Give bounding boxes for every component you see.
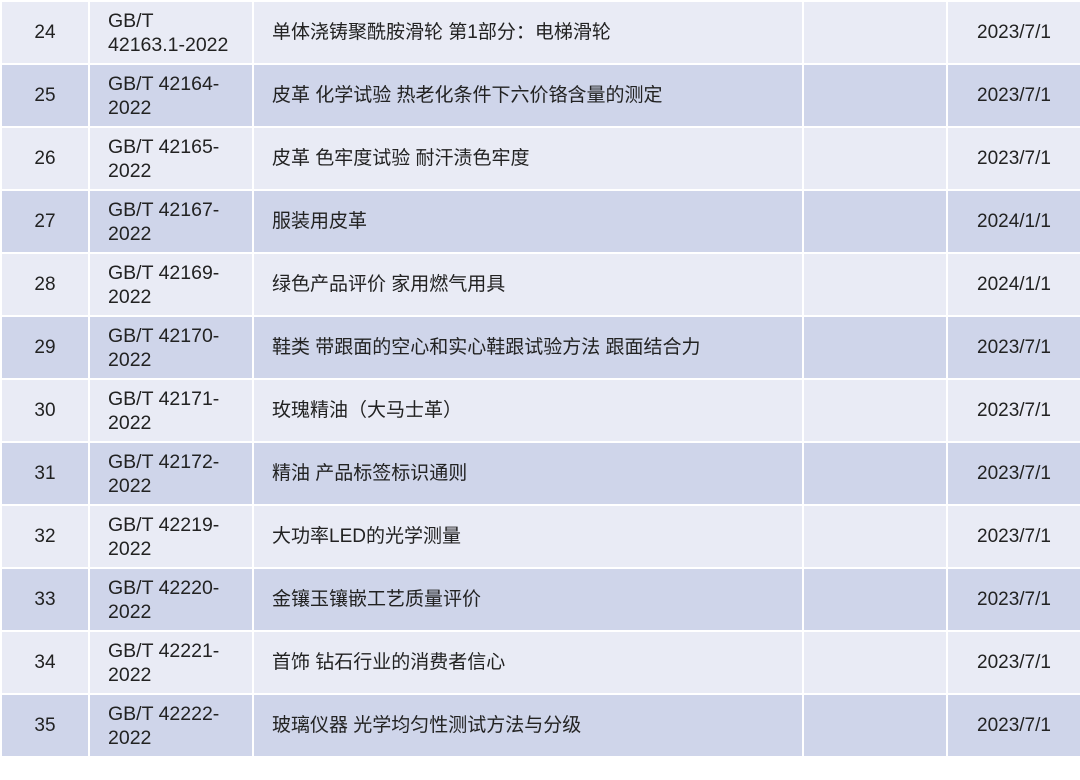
code-line-2: 2022 (108, 726, 152, 749)
code-line-1: GB/T 42221- (108, 639, 220, 662)
empty-cell (802, 630, 948, 695)
empty-cell (802, 315, 948, 380)
row-number: 34 (0, 630, 90, 695)
standard-code: GB/T 42164- 2022 (88, 63, 254, 128)
code-line-2: 2022 (108, 159, 152, 182)
row-number: 25 (0, 63, 90, 128)
effective-date: 2023/7/1 (946, 693, 1080, 758)
code-line-2: 2022 (108, 285, 152, 308)
code-line-1: GB/T (108, 9, 154, 32)
standard-code: GB/T 42219- 2022 (88, 504, 254, 569)
standard-code: GB/T 42172- 2022 (88, 441, 254, 506)
effective-date: 2023/7/1 (946, 0, 1080, 65)
standard-name: 皮革 色牢度试验 耐汗渍色牢度 (252, 126, 804, 191)
row-number: 32 (0, 504, 90, 569)
empty-cell (802, 63, 948, 128)
standard-name: 皮革 化学试验 热老化条件下六价铬含量的测定 (252, 63, 804, 128)
table-row: 27 GB/T 42167- 2022 服装用皮革 2024/1/1 (0, 189, 1080, 254)
standard-name: 精油 产品标签标识通则 (252, 441, 804, 506)
empty-cell (802, 693, 948, 758)
standard-name: 单体浇铸聚酰胺滑轮 第1部分：电梯滑轮 (252, 0, 804, 65)
standard-code: GB/T 42171- 2022 (88, 378, 254, 443)
code-line-1: GB/T 42169- (108, 261, 220, 284)
row-number: 26 (0, 126, 90, 191)
standard-code: GB/T 42221- 2022 (88, 630, 254, 695)
effective-date: 2024/1/1 (946, 189, 1080, 254)
table-row: 28 GB/T 42169- 2022 绿色产品评价 家用燃气用具 2024/1/1 (0, 252, 1080, 317)
table-row: 33 GB/T 42220- 2022 金镶玉镶嵌工艺质量评价 2023/7/1 (0, 567, 1080, 632)
code-line-1: GB/T 42165- (108, 135, 220, 158)
table-row: 29 GB/T 42170- 2022 鞋类 带跟面的空心和实心鞋跟试验方法 跟面结合… (0, 315, 1080, 380)
code-line-2: 2022 (108, 600, 152, 623)
code-line-2: 2022 (108, 96, 152, 119)
code-line-1: GB/T 42222- (108, 702, 220, 725)
table-row: 34 GB/T 42221- 2022 首饰 钻石行业的消费者信心 2023/7/1 (0, 630, 1080, 695)
table-body: 24 GB/T 42163.1-2022 单体浇铸聚酰胺滑轮 第1部分：电梯滑轮 202… (0, 0, 1080, 758)
table-row: 26 GB/T 42165- 2022 皮革 色牢度试验 耐汗渍色牢度 2023/7/1 (0, 126, 1080, 191)
empty-cell (802, 126, 948, 191)
row-number: 31 (0, 441, 90, 506)
row-number: 24 (0, 0, 90, 65)
effective-date: 2023/7/1 (946, 441, 1080, 506)
effective-date: 2023/7/1 (946, 378, 1080, 443)
code-line-1: GB/T 42164- (108, 72, 220, 95)
empty-cell (802, 441, 948, 506)
effective-date: 2023/7/1 (946, 567, 1080, 632)
code-line-1: GB/T 42171- (108, 387, 220, 410)
code-line-1: GB/T 42170- (108, 324, 220, 347)
code-line-1: GB/T 42220- (108, 576, 220, 599)
empty-cell (802, 504, 948, 569)
code-line-2: 2022 (108, 474, 152, 497)
code-line-2: 2022 (108, 537, 152, 560)
row-number: 28 (0, 252, 90, 317)
empty-cell (802, 0, 948, 65)
empty-cell (802, 189, 948, 254)
table-row: 24 GB/T 42163.1-2022 单体浇铸聚酰胺滑轮 第1部分：电梯滑轮 202… (0, 0, 1080, 65)
effective-date: 2023/7/1 (946, 504, 1080, 569)
code-line-1: GB/T 42172- (108, 450, 220, 473)
standard-code: GB/T 42170- 2022 (88, 315, 254, 380)
standards-table: 24 GB/T 42163.1-2022 单体浇铸聚酰胺滑轮 第1部分：电梯滑轮 202… (0, 0, 1080, 758)
standard-name: 大功率LED的光学测量 (252, 504, 804, 569)
effective-date: 2023/7/1 (946, 126, 1080, 191)
table-row: 30 GB/T 42171- 2022 玫瑰精油（大马士革） 2023/7/1 (0, 378, 1080, 443)
table-row: 35 GB/T 42222- 2022 玻璃仪器 光学均匀性测试方法与分级 2023/7… (0, 693, 1080, 758)
code-line-2: 2022 (108, 348, 152, 371)
table-row: 32 GB/T 42219- 2022 大功率LED的光学测量 2023/7/1 (0, 504, 1080, 569)
effective-date: 2024/1/1 (946, 252, 1080, 317)
standard-code: GB/T 42222- 2022 (88, 693, 254, 758)
row-number: 29 (0, 315, 90, 380)
effective-date: 2023/7/1 (946, 63, 1080, 128)
row-number: 27 (0, 189, 90, 254)
row-number: 30 (0, 378, 90, 443)
table-row: 25 GB/T 42164- 2022 皮革 化学试验 热老化条件下六价铬含量的测定 2… (0, 63, 1080, 128)
effective-date: 2023/7/1 (946, 315, 1080, 380)
empty-cell (802, 252, 948, 317)
code-line-1: GB/T 42219- (108, 513, 220, 536)
standard-name: 首饰 钻石行业的消费者信心 (252, 630, 804, 695)
standard-code: GB/T 42165- 2022 (88, 126, 254, 191)
standard-code: GB/T 42163.1-2022 (88, 0, 254, 65)
standard-name: 玻璃仪器 光学均匀性测试方法与分级 (252, 693, 804, 758)
empty-cell (802, 378, 948, 443)
code-line-2: 2022 (108, 411, 152, 434)
standard-code: GB/T 42167- 2022 (88, 189, 254, 254)
row-number: 33 (0, 567, 90, 632)
standard-name: 服装用皮革 (252, 189, 804, 254)
empty-cell (802, 567, 948, 632)
table-row: 31 GB/T 42172- 2022 精油 产品标签标识通则 2023/7/1 (0, 441, 1080, 506)
standard-name: 绿色产品评价 家用燃气用具 (252, 252, 804, 317)
code-line-2: 2022 (108, 222, 152, 245)
standard-name: 金镶玉镶嵌工艺质量评价 (252, 567, 804, 632)
row-number: 35 (0, 693, 90, 758)
code-line-1: GB/T 42167- (108, 198, 220, 221)
standard-code: GB/T 42220- 2022 (88, 567, 254, 632)
standard-code: GB/T 42169- 2022 (88, 252, 254, 317)
effective-date: 2023/7/1 (946, 630, 1080, 695)
code-line-2: 2022 (108, 663, 152, 686)
standard-name: 玫瑰精油（大马士革） (252, 378, 804, 443)
code-line-2: 42163.1-2022 (108, 33, 229, 56)
standard-name: 鞋类 带跟面的空心和实心鞋跟试验方法 跟面结合力 (252, 315, 804, 380)
